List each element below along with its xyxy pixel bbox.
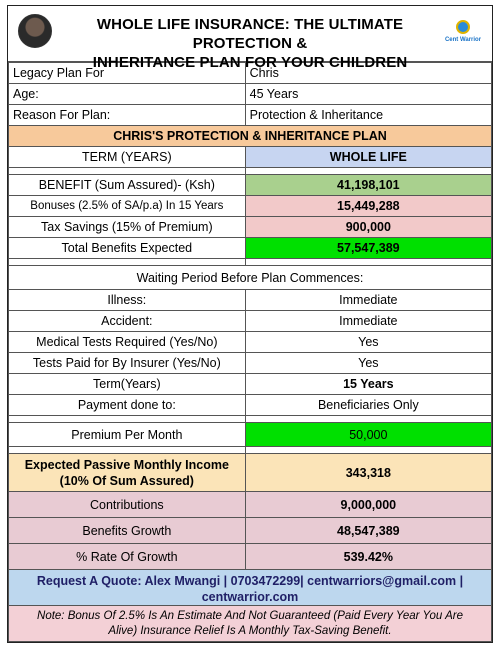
benefit-row: Bonuses (2.5% of SA/p.a) In 15 Years 15,…: [8, 195, 493, 217]
waiting-label: Term(Years): [8, 373, 246, 395]
benefit-value: 41,198,101: [244, 174, 493, 196]
quote-line-1: Request A Quote: Alex Mwangi | 070347229…: [36, 574, 464, 588]
spacer-row: [8, 446, 493, 454]
term-value: WHOLE LIFE: [244, 146, 493, 168]
waiting-row: Accident: Immediate: [8, 310, 493, 332]
waiting-row: Medical Tests Required (Yes/No) Yes: [8, 331, 493, 353]
header: WHOLE LIFE INSURANCE: THE ULTIMATE PROTE…: [8, 6, 492, 71]
passive-income-row: Expected Passive Monthly Income (10% Of …: [8, 453, 493, 492]
client-value: 45 Years: [244, 83, 493, 105]
growth-value: 9,000,000: [244, 491, 493, 518]
waiting-label: Tests Paid for By Insurer (Yes/No): [8, 352, 246, 374]
brand-logo: Cent Warrior: [439, 14, 487, 54]
growth-row: Benefits Growth 48,547,389: [8, 517, 493, 544]
growth-label: Benefits Growth: [8, 517, 246, 544]
passive-income-label-line-2: (10% Of Sum Assured): [59, 473, 194, 488]
growth-value: 539.42%: [244, 543, 493, 570]
waiting-label: Illness:: [8, 289, 246, 311]
waiting-value: 15 Years: [244, 373, 493, 395]
passive-income-value: 343,318: [244, 453, 493, 492]
waiting-row: Illness: Immediate: [8, 289, 493, 311]
spacer-row: [8, 167, 493, 175]
premium-value: 50,000: [244, 422, 493, 447]
benefit-value: 900,000: [244, 216, 493, 238]
benefit-row: BENEFIT (Sum Assured)- (Ksh) 41,198,101: [8, 174, 493, 196]
waiting-label: Payment done to:: [8, 394, 246, 416]
waiting-value: Beneficiaries Only: [244, 394, 493, 416]
spacer-row: [8, 258, 493, 266]
plan-table: Legacy Plan For Chris Age: 45 Years Reas…: [8, 62, 493, 570]
page-title: WHOLE LIFE INSURANCE: THE ULTIMATE PROTE…: [58, 15, 442, 72]
premium-label: Premium Per Month: [8, 422, 246, 447]
growth-value: 48,547,389: [244, 517, 493, 544]
waiting-title: Waiting Period Before Plan Commences:: [8, 265, 492, 290]
waiting-value: Yes: [244, 352, 493, 374]
waiting-value: Yes: [244, 331, 493, 353]
waiting-title-row: Waiting Period Before Plan Commences:: [8, 265, 492, 290]
growth-label: Contributions: [8, 491, 246, 518]
title-line-1: WHOLE LIFE INSURANCE: THE ULTIMATE PROTE…: [96, 16, 404, 52]
waiting-row: Term(Years) 15 Years: [8, 373, 493, 395]
passive-income-label-line-1: Expected Passive Monthly Income: [24, 457, 229, 472]
growth-label: % Rate Of Growth: [8, 543, 246, 570]
benefit-label: Bonuses (2.5% of SA/p.a) In 15 Years: [8, 195, 246, 217]
spacer-row: [8, 415, 493, 423]
client-row: Age: 45 Years: [8, 83, 493, 105]
benefit-row: Total Benefits Expected 57,547,389: [8, 237, 493, 259]
quote-line-2: centwarrior.com: [201, 590, 299, 604]
waiting-row: Tests Paid for By Insurer (Yes/No) Yes: [8, 352, 493, 374]
waiting-value: Immediate: [244, 310, 493, 332]
waiting-value: Immediate: [244, 289, 493, 311]
benefit-label: Total Benefits Expected: [8, 237, 246, 259]
client-row: Reason For Plan: Protection & Inheritanc…: [8, 104, 493, 126]
coin-icon: [456, 20, 470, 34]
note-line-1: Note: Bonus Of 2.5% Is An Estimate And N…: [37, 610, 463, 622]
client-value: Protection & Inheritance: [244, 104, 493, 126]
avatar: [18, 14, 52, 48]
premium-row: Premium Per Month 50,000: [8, 422, 493, 447]
brand-logo-text: Cent Warrior: [444, 37, 482, 43]
growth-row: Contributions 9,000,000: [8, 491, 493, 518]
term-header-row: TERM (YEARS) WHOLE LIFE: [8, 146, 493, 168]
growth-row: % Rate Of Growth 539.42%: [8, 543, 493, 570]
term-label: TERM (YEARS): [8, 146, 246, 168]
benefit-value: 15,449,288: [244, 195, 493, 217]
avatar-logo: [15, 14, 55, 54]
insurance-plan-sheet: WHOLE LIFE INSURANCE: THE ULTIMATE PROTE…: [7, 5, 493, 643]
plan-title: CHRIS'S PROTECTION & INHERITANCE PLAN: [8, 125, 492, 147]
quote-banner: Request A Quote: Alex Mwangi | 070347229…: [8, 570, 492, 606]
passive-income-label: Expected Passive Monthly Income (10% Of …: [8, 453, 246, 492]
disclaimer-note: Note: Bonus Of 2.5% Is An Estimate And N…: [8, 606, 492, 642]
title-line-2: INHERITANCE PLAN FOR YOUR CHILDREN: [92, 54, 408, 71]
benefit-label: Tax Savings (15% of Premium): [8, 216, 246, 238]
benefit-row: Tax Savings (15% of Premium) 900,000: [8, 216, 493, 238]
plan-title-row: CHRIS'S PROTECTION & INHERITANCE PLAN: [8, 125, 492, 147]
note-line-2: Alive) Insurance Relief Is A Monthly Tax…: [108, 625, 392, 637]
benefit-label: BENEFIT (Sum Assured)- (Ksh): [8, 174, 246, 196]
waiting-row: Payment done to: Beneficiaries Only: [8, 394, 493, 416]
benefit-value: 57,547,389: [244, 237, 493, 259]
waiting-label: Accident:: [8, 310, 246, 332]
waiting-label: Medical Tests Required (Yes/No): [8, 331, 246, 353]
client-label: Age:: [8, 83, 246, 105]
client-label: Reason For Plan:: [8, 104, 246, 126]
